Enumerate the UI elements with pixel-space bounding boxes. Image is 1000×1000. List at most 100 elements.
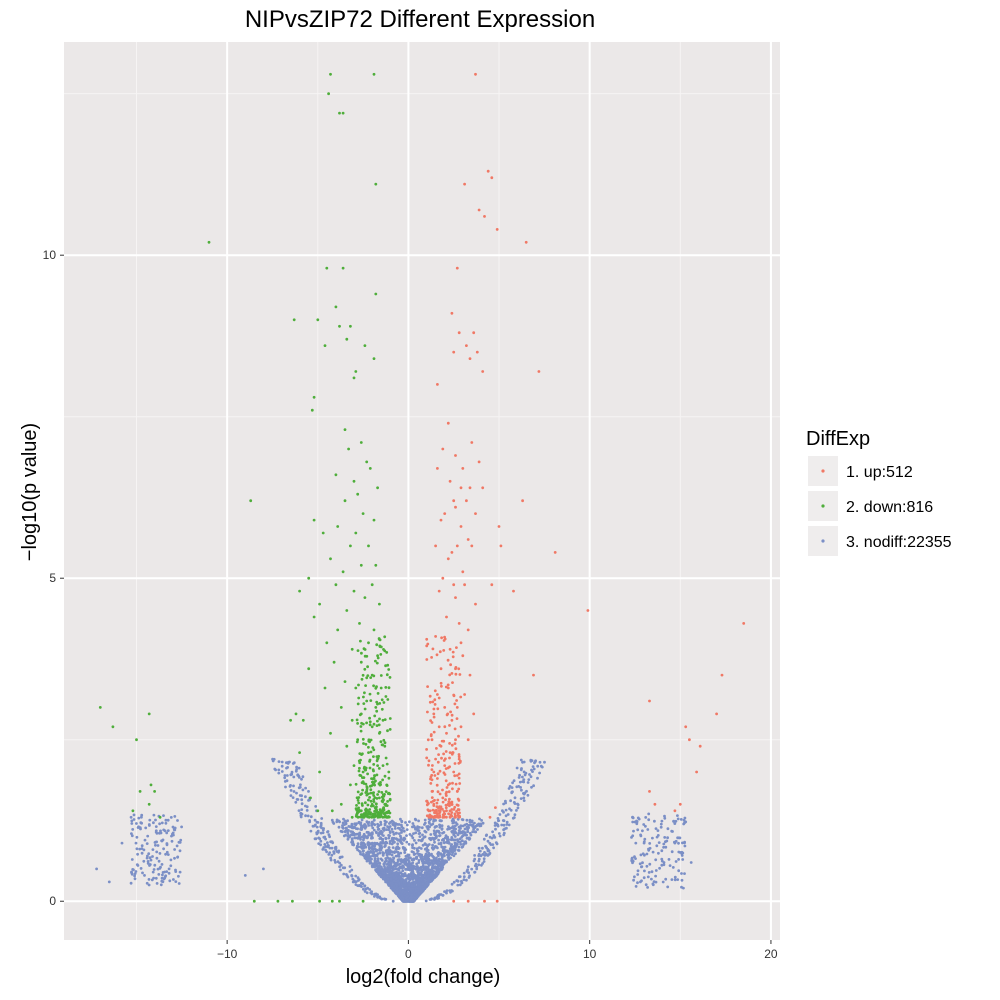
- nodiff-point: [311, 824, 315, 828]
- nodiff-point: [388, 840, 392, 843]
- nodiff-point: [386, 874, 390, 878]
- down-point: [307, 667, 311, 671]
- down-point: [312, 518, 316, 522]
- up-point: [458, 782, 462, 785]
- up-point: [429, 734, 433, 738]
- x-tick-label: 10: [583, 947, 597, 961]
- nodiff-point: [379, 820, 383, 824]
- nodiff-point: [375, 842, 379, 846]
- nodiff-point: [170, 839, 174, 843]
- up-point: [447, 800, 451, 804]
- nodiff-point: [352, 825, 355, 829]
- nodiff-point: [430, 869, 433, 873]
- down-point: [363, 707, 367, 711]
- up-point: [430, 768, 434, 771]
- nodiff-point: [539, 764, 543, 768]
- nodiff-point: [140, 821, 144, 825]
- nodiff-point: [417, 861, 421, 864]
- nodiff-point: [367, 832, 371, 836]
- nodiff-point: [363, 823, 366, 827]
- nodiff-point: [154, 843, 157, 847]
- up-point: [448, 742, 451, 745]
- down-point: [378, 638, 382, 642]
- nodiff-point: [635, 820, 639, 824]
- nodiff-point: [411, 836, 415, 840]
- nodiff-point: [277, 771, 281, 775]
- nodiff-point: [365, 830, 369, 834]
- down-point: [360, 802, 364, 806]
- nodiff-point: [133, 874, 137, 878]
- nodiff-point: [430, 852, 433, 856]
- nodiff-point: [438, 834, 441, 838]
- nodiff-point: [136, 852, 140, 856]
- down-point: [357, 769, 361, 773]
- down-point: [358, 761, 362, 765]
- nodiff-point: [394, 882, 398, 886]
- up-point: [437, 809, 441, 813]
- nodiff-point: [341, 824, 344, 827]
- nodiff-point: [467, 876, 471, 879]
- nodiff-point: [330, 818, 334, 822]
- nodiff-point: [513, 802, 517, 805]
- nodiff-point: [417, 869, 421, 872]
- nodiff-point: [426, 878, 429, 882]
- down-point: [354, 782, 358, 786]
- nodiff-point: [145, 842, 149, 845]
- nodiff-point: [291, 762, 295, 765]
- nodiff-point: [405, 867, 408, 871]
- nodiff-point: [174, 868, 177, 872]
- up-point: [481, 486, 485, 490]
- nodiff-point: [370, 824, 373, 827]
- nodiff-point: [284, 785, 287, 789]
- nodiff-point: [421, 864, 425, 868]
- up-point: [443, 764, 447, 767]
- nodiff-point: [654, 880, 658, 884]
- up-point: [450, 551, 454, 554]
- nodiff-point: [420, 855, 423, 859]
- up-point: [461, 570, 465, 574]
- nodiff-point: [414, 873, 417, 877]
- nodiff-point: [451, 821, 455, 825]
- nodiff-point: [419, 865, 423, 869]
- nodiff-point: [304, 804, 307, 808]
- nodiff-point: [398, 862, 402, 866]
- nodiff-point: [158, 852, 162, 855]
- nodiff-point: [173, 815, 177, 818]
- nodiff-point: [346, 837, 350, 841]
- up-point: [457, 776, 461, 780]
- nodiff-point: [520, 788, 523, 792]
- nodiff-point: [500, 823, 504, 827]
- nodiff-point: [462, 871, 466, 875]
- nodiff-point: [650, 870, 654, 874]
- nodiff-point: [509, 799, 512, 803]
- up-point: [441, 788, 444, 792]
- nodiff-point: [477, 846, 481, 850]
- up-point: [474, 72, 477, 76]
- nodiff-point: [392, 856, 396, 860]
- nodiff-point: [130, 834, 134, 838]
- nodiff-point: [178, 849, 182, 853]
- nodiff-point: [359, 827, 362, 831]
- nodiff-point: [385, 879, 388, 883]
- down-point: [135, 738, 138, 742]
- nodiff-point: [297, 809, 301, 812]
- nodiff-point: [165, 870, 169, 873]
- up-point: [448, 479, 452, 483]
- down-point: [380, 810, 384, 814]
- nodiff-point: [386, 877, 390, 881]
- nodiff-point: [630, 836, 633, 839]
- nodiff-point: [502, 802, 505, 806]
- up-point: [454, 747, 458, 751]
- nodiff-point: [413, 839, 416, 842]
- nodiff-point: [451, 847, 455, 850]
- down-point: [372, 794, 376, 797]
- nodiff-point: [460, 818, 464, 821]
- up-point: [455, 790, 459, 793]
- up-point: [426, 685, 429, 688]
- down-point: [357, 806, 360, 810]
- down-point: [370, 673, 374, 677]
- nodiff-point: [437, 857, 441, 861]
- up-point: [446, 683, 450, 687]
- nodiff-point: [404, 874, 408, 878]
- up-point: [452, 899, 456, 903]
